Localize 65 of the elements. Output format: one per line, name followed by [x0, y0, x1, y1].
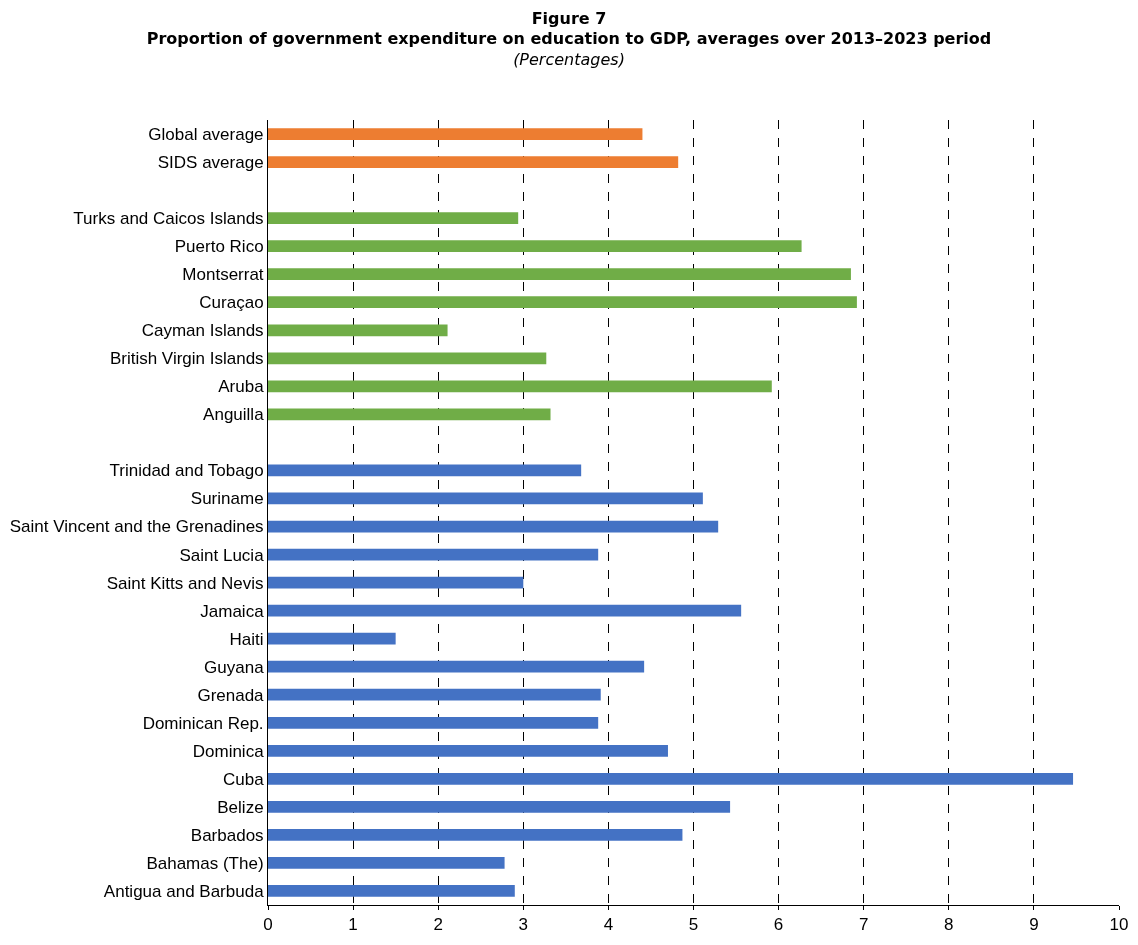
x-tick-label: 8 [944, 915, 954, 935]
x-tick-label: 9 [1029, 915, 1039, 935]
y-tick-label: Dominican Rep. [142, 713, 264, 733]
chart-title: Figure 7 Proportion of government expenditure on education to GDP, averages over 2013–2023 period [146, 8, 992, 49]
bar [268, 212, 519, 225]
bar [268, 885, 515, 897]
x-tick-label: 3 [518, 915, 529, 935]
bar [268, 548, 599, 561]
y-tick-label: Suriname [190, 489, 264, 509]
y-tick-label: Aruba [218, 377, 265, 397]
bar [268, 156, 679, 168]
bar [268, 464, 582, 477]
y-tick-label: SIDS average [157, 153, 264, 172]
bar [268, 408, 551, 421]
bar [268, 632, 396, 645]
y-tick-label: Cuba [222, 769, 265, 789]
y-tick-label: Dominica [192, 741, 265, 761]
y-tick-label: Saint Kitts and Nevis [106, 573, 264, 593]
x-tick-label: 1 [348, 915, 358, 935]
y-tick-label: Belize [217, 797, 264, 817]
x-tick-label: 7 [858, 915, 869, 935]
y-tick-label: Barbados [190, 825, 264, 845]
y-tick-label: Cayman Islands [141, 321, 264, 341]
bar [268, 324, 448, 337]
y-tick-label: Guyana [204, 657, 265, 677]
bar [268, 604, 742, 617]
y-tick-label: Puerto Rico [174, 237, 264, 257]
x-tick-label: 2 [433, 915, 443, 935]
y-tick-label: Trinidad and Tobago [109, 461, 264, 481]
y-tick-label: Grenada [197, 685, 265, 705]
bar [268, 829, 683, 841]
y-tick-label: British Virgin Islands [109, 349, 264, 369]
bar [268, 352, 547, 365]
bar [268, 268, 851, 281]
bar [268, 380, 772, 393]
x-tick-label: 4 [603, 915, 614, 935]
y-tick-label: Jamaica [200, 601, 265, 621]
y-tick-label: Saint Vincent and the Grenadines [9, 517, 264, 537]
chart-subtitle: (Percentages) [513, 50, 625, 70]
y-tick-label: Haiti [229, 629, 264, 649]
y-tick-label: Global average [148, 124, 264, 144]
bar [268, 128, 643, 140]
x-tick-label: 6 [773, 915, 784, 935]
y-tick-label: Bahamas (The) [146, 853, 264, 873]
bar [268, 576, 524, 589]
bar [268, 660, 645, 673]
y-tick-label: Montserrat [182, 265, 264, 285]
x-tick-label: 0 [263, 915, 273, 935]
y-tick-label: Anguilla [203, 405, 265, 425]
x-tick-label: 5 [688, 915, 699, 935]
bar [268, 492, 703, 505]
bar [268, 688, 601, 701]
bar [268, 857, 505, 869]
bar [268, 240, 802, 253]
bar [268, 716, 599, 729]
y-tick-label: Curaçao [199, 293, 264, 313]
bar [268, 296, 857, 309]
x-tick-label: 10 [1109, 915, 1129, 935]
y-tick-label: Turks and Caicos Islands [73, 209, 264, 229]
bar [268, 772, 1074, 785]
bar [268, 800, 731, 813]
bar [268, 520, 719, 533]
y-tick-label: Saint Lucia [179, 545, 265, 565]
bar [268, 744, 668, 757]
y-tick-label: Antigua and Barbuda [103, 881, 265, 901]
